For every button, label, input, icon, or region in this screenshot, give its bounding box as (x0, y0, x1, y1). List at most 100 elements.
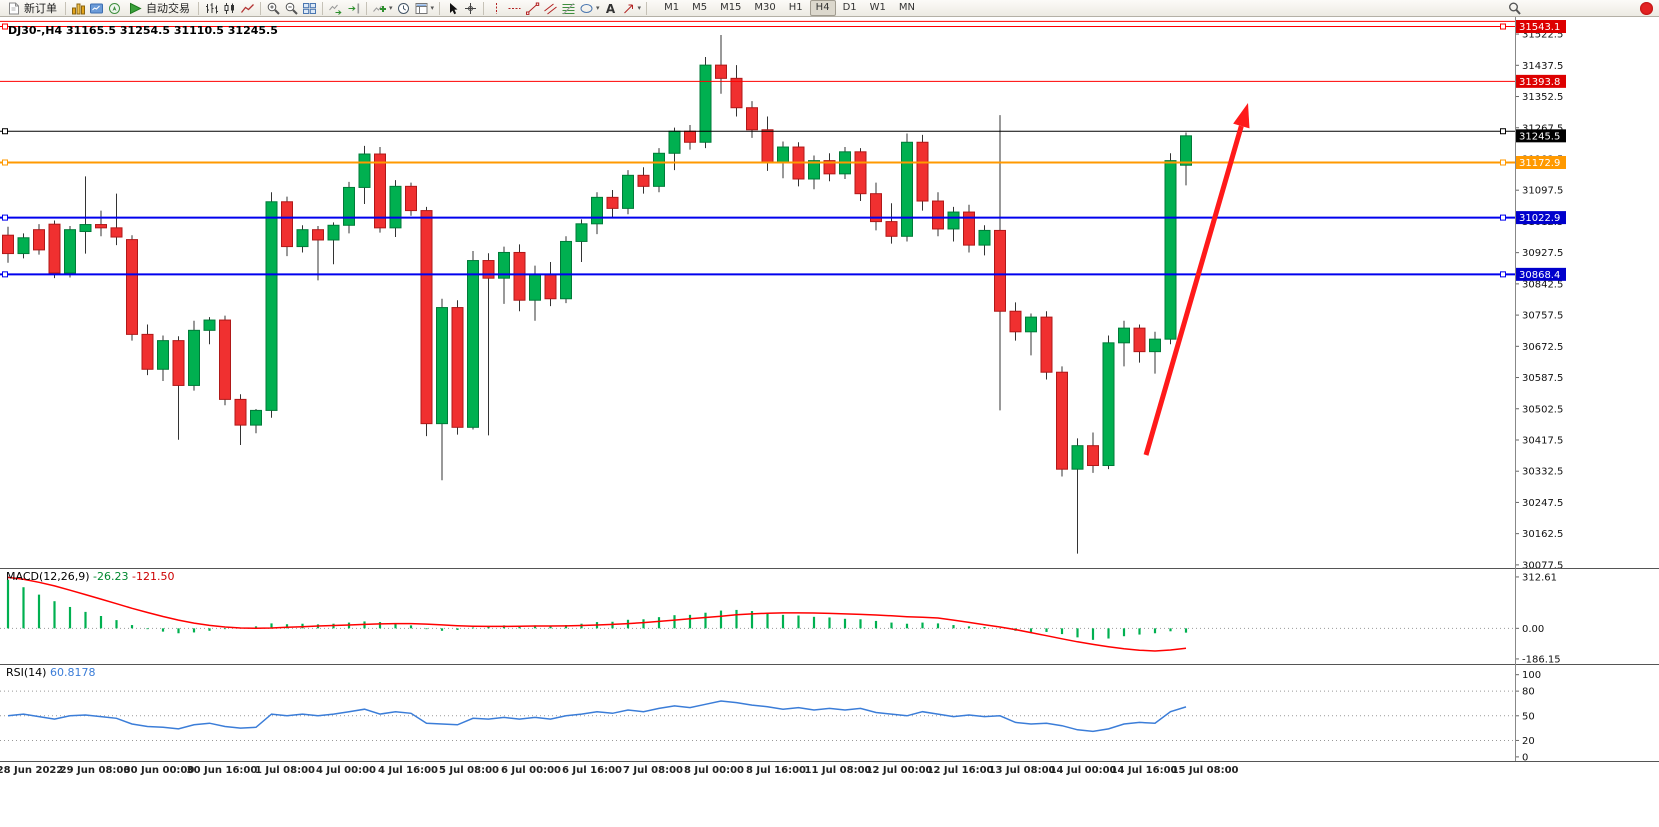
horizontal-line-tool-icon[interactable] (507, 2, 522, 15)
channel-tool-icon[interactable] (543, 2, 558, 15)
charts-icon[interactable] (71, 2, 86, 15)
timeframe-button-h4[interactable]: H4 (809, 0, 836, 16)
auto-trading-button[interactable]: 自动交易 (125, 1, 193, 16)
candle-body (467, 260, 479, 428)
candle-body (1009, 310, 1022, 333)
price-chart-canvas[interactable]: 31522.531437.531352.531267.531182.531097… (0, 17, 1659, 568)
time-axis-label: 14 Jul 16:00 (1110, 765, 1178, 776)
candle-body (684, 130, 696, 143)
line-handle[interactable] (1500, 23, 1506, 30)
price-axis-label: 30842.5 (1522, 279, 1563, 290)
separator (366, 1, 367, 15)
spacer (1525, 8, 1637, 9)
cursor-icon[interactable] (445, 2, 460, 15)
chevron-down-icon[interactable]: ▾ (389, 4, 393, 12)
timeframe-button-w1[interactable]: W1 (869, 2, 886, 13)
time-axis-label: 11 Jul 08:00 (804, 765, 872, 776)
price-axis-label: 30927.5 (1522, 248, 1563, 259)
candle-body (141, 333, 154, 370)
market-watch-icon[interactable] (89, 2, 104, 15)
price-chart-panel[interactable]: 31522.531437.531352.531267.531182.531097… (0, 17, 1659, 568)
candle-body (963, 211, 975, 246)
time-axis-label: 8 Jul 00:00 (683, 765, 745, 776)
time-axis-label: 30 Jun 00:00 (123, 765, 195, 776)
macd-indicator-panel[interactable]: 312.61 0.00 -186.15 MACD(12,26,9) -26.23 -1… (0, 568, 1659, 664)
arrows-tool-icon[interactable] (621, 2, 636, 15)
svg-text:31245.5: 31245.5 (1519, 131, 1560, 142)
candle-body (64, 229, 76, 274)
bar-chart-icon[interactable] (204, 2, 219, 15)
line-handle[interactable] (2, 23, 8, 30)
svg-text:A: A (605, 2, 615, 15)
line-chart-icon[interactable] (240, 2, 255, 15)
candle-body (343, 186, 355, 226)
macd-axis-label: -186.15 (1522, 654, 1561, 664)
text-tool-icon[interactable]: A (603, 2, 618, 15)
navigator-icon[interactable] (107, 2, 122, 15)
line-handle[interactable] (2, 128, 8, 135)
timeframe-group: M1 M5 M15 M30 H1 H4 D1 W1 MN (658, 0, 921, 16)
candle-body (219, 319, 231, 400)
candle-body (188, 329, 200, 386)
trend-arrow-annotation[interactable] (1143, 125, 1244, 456)
line-handle[interactable] (2, 271, 8, 278)
time-axis-label: 28 Jun 2022 (0, 765, 64, 776)
timeframe-button-mn[interactable]: MN (898, 2, 915, 13)
price-axis-label: 30332.5 (1522, 467, 1563, 478)
chart-shift-icon[interactable] (346, 2, 361, 15)
candle-body (699, 64, 712, 143)
tile-windows-icon[interactable] (302, 2, 317, 15)
timeframe-button-m15[interactable]: M15 (720, 2, 742, 13)
candle-body (250, 409, 262, 426)
timeframe-button-m5[interactable]: M5 (692, 2, 708, 13)
macd-canvas[interactable]: 312.61 0.00 -186.15 MACD(12,26,9) -26.23 -1… (0, 568, 1659, 664)
line-handle[interactable] (1500, 271, 1506, 278)
time-axis[interactable]: 28 Jun 2022 29 Jun 08:00 30 Jun 00:00 30 Ju… (0, 761, 1659, 782)
zoom-in-icon[interactable] (266, 2, 281, 15)
rsi-canvas[interactable]: 100 80 50 20 0 RSI(14) 60.8178 (0, 664, 1659, 761)
candle-body (746, 107, 758, 131)
notification-badge[interactable] (1640, 1, 1653, 15)
candlestick-chart-icon[interactable] (222, 2, 237, 15)
shapes-tool-icon[interactable] (579, 2, 594, 15)
chevron-down-icon[interactable]: ▾ (596, 4, 600, 12)
price-tag: 31393.8 (1516, 74, 1566, 88)
fibonacci-tool-icon[interactable] (561, 2, 576, 15)
crosshair-icon[interactable] (463, 2, 478, 15)
line-handle[interactable] (2, 214, 8, 221)
rsi-axis-label: 50 (1522, 711, 1535, 722)
timeframe-button-d1[interactable]: D1 (842, 2, 857, 13)
price-axis[interactable]: 31522.531437.531352.531267.531182.531097… (1515, 30, 1563, 568)
zoom-out-icon[interactable] (284, 2, 299, 15)
timeframe-button-m1[interactable]: M1 (664, 2, 680, 13)
line-handle[interactable] (1500, 159, 1506, 166)
auto-trading-label: 自动交易 (146, 2, 190, 15)
candle-body (560, 240, 572, 300)
price-axis-label: 30162.5 (1522, 529, 1563, 540)
price-tag: 31022.9 (1516, 211, 1566, 225)
vertical-line-tool-icon[interactable] (489, 2, 504, 15)
candle-body (622, 174, 634, 209)
clock-icon[interactable] (396, 2, 411, 15)
line-handle[interactable] (1500, 214, 1506, 221)
search-icon[interactable] (1507, 2, 1522, 15)
trend-arrow-head[interactable] (1233, 103, 1250, 129)
trendline-tool-icon[interactable] (525, 2, 540, 15)
rsi-label: RSI(14) 60.8178 (6, 666, 95, 679)
indicators-icon[interactable] (372, 2, 387, 15)
rsi-line (7, 700, 1187, 733)
chevron-down-icon[interactable]: ▾ (430, 4, 435, 12)
line-handle[interactable] (2, 159, 8, 166)
chevron-down-icon[interactable]: ▾ (637, 4, 642, 12)
line-handle[interactable] (1500, 128, 1506, 135)
timeframe-button-h1[interactable]: H1 (788, 2, 803, 13)
candle-body (947, 211, 960, 230)
candle-body (126, 239, 138, 335)
new-order-button[interactable]: 新订单 (3, 1, 60, 16)
candle-body (1149, 338, 1161, 353)
auto-scroll-icon[interactable] (328, 2, 343, 15)
templates-icon[interactable] (414, 2, 429, 15)
timeframe-button-m30[interactable]: M30 (754, 2, 776, 13)
macd-axis-label: 312.61 (1522, 572, 1557, 583)
rsi-indicator-panel[interactable]: 100 80 50 20 0 RSI(14) 60.8178 (0, 664, 1659, 761)
